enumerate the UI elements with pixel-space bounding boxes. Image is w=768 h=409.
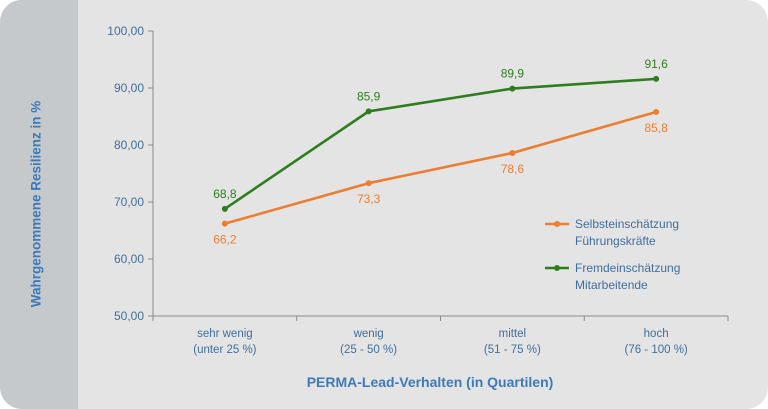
data-label: 78,6 bbox=[501, 162, 525, 176]
data-label: 89,9 bbox=[501, 67, 525, 81]
y-tick-label: 70,00 bbox=[114, 195, 144, 209]
data-label: 68,8 bbox=[213, 187, 237, 201]
y-tick-label: 50,00 bbox=[114, 309, 144, 323]
side-panel bbox=[0, 0, 78, 409]
x-category-label: (76 - 100 %) bbox=[624, 344, 687, 356]
legend-label: Mitarbeitende bbox=[575, 278, 648, 292]
x-category-label: mittel bbox=[499, 328, 526, 340]
series-line bbox=[224, 110, 657, 225]
data-label: 85,9 bbox=[357, 89, 381, 103]
data-point bbox=[365, 180, 372, 187]
data-point bbox=[509, 149, 516, 156]
data-point bbox=[653, 108, 660, 115]
x-axis-title: PERMA-Lead-Verhalten (in Quartilen) bbox=[306, 374, 554, 390]
legend-label: Selbsteinschätzung bbox=[575, 217, 679, 231]
y-tick-label: 80,00 bbox=[114, 138, 144, 152]
data-label: 85,8 bbox=[644, 121, 668, 135]
x-category-label: hoch bbox=[644, 328, 669, 340]
x-category-label: sehr wenig bbox=[197, 328, 253, 340]
legend-label: Fremdeinschätzung bbox=[575, 261, 680, 275]
data-point bbox=[221, 205, 228, 212]
data-label: 66,2 bbox=[213, 233, 237, 247]
y-tick-label: 60,00 bbox=[114, 252, 144, 266]
data-point bbox=[653, 75, 660, 82]
data-point bbox=[221, 220, 228, 227]
data-label: 73,3 bbox=[357, 192, 381, 206]
data-point bbox=[365, 108, 372, 115]
legend-label: Führungskräfte bbox=[575, 234, 656, 248]
y-tick-label: 100,00 bbox=[107, 24, 144, 38]
legend-marker bbox=[554, 265, 560, 271]
legend-marker bbox=[554, 221, 560, 227]
y-tick-label: 90,00 bbox=[114, 81, 144, 95]
x-category-label: wenig bbox=[353, 328, 384, 340]
series-line bbox=[224, 77, 657, 210]
data-point bbox=[509, 85, 516, 92]
x-category-label: (unter 25 %) bbox=[193, 344, 256, 356]
x-category-label: (25 - 50 %) bbox=[340, 344, 397, 356]
x-category-label: (51 - 75 %) bbox=[484, 344, 541, 356]
data-label: 91,6 bbox=[644, 57, 668, 71]
